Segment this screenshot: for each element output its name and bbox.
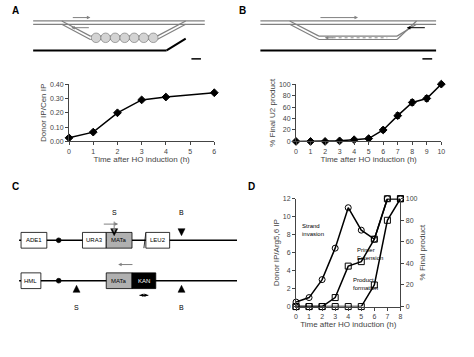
svg-text:8: 8 bbox=[287, 231, 291, 238]
svg-text:2: 2 bbox=[115, 148, 119, 155]
svg-text:1: 1 bbox=[91, 148, 95, 155]
svg-text:8: 8 bbox=[398, 313, 402, 320]
svg-text:10: 10 bbox=[437, 148, 445, 155]
svg-text:7: 7 bbox=[396, 148, 400, 155]
svg-text:100: 100 bbox=[406, 195, 418, 202]
svg-text:5: 5 bbox=[359, 313, 363, 320]
svg-text:4: 4 bbox=[346, 313, 350, 320]
svg-text:ADE1: ADE1 bbox=[26, 237, 42, 243]
svg-text:80: 80 bbox=[406, 217, 414, 224]
svg-text:0.20: 0.20 bbox=[50, 109, 64, 116]
svg-text:6: 6 bbox=[372, 313, 376, 320]
svg-text:4: 4 bbox=[164, 148, 168, 155]
svg-text:12: 12 bbox=[283, 195, 291, 202]
svg-text:MATa: MATa bbox=[111, 278, 127, 284]
svg-text:C: C bbox=[12, 181, 19, 192]
svg-text:20: 20 bbox=[406, 281, 414, 288]
svg-text:B: B bbox=[239, 5, 246, 16]
svg-text:LEU2: LEU2 bbox=[150, 237, 166, 243]
svg-text:D: D bbox=[248, 181, 255, 192]
svg-text:4: 4 bbox=[287, 267, 291, 274]
svg-text:40: 40 bbox=[406, 260, 414, 267]
svg-text:1: 1 bbox=[309, 148, 313, 155]
svg-text:10: 10 bbox=[283, 213, 291, 220]
svg-text:7: 7 bbox=[385, 313, 389, 320]
svg-text:4: 4 bbox=[352, 148, 356, 155]
svg-text:MATa: MATa bbox=[111, 237, 127, 243]
svg-text:S: S bbox=[112, 209, 117, 216]
svg-text:100: 100 bbox=[279, 81, 291, 88]
svg-text:6: 6 bbox=[212, 148, 216, 155]
svg-text:0.30: 0.30 bbox=[50, 95, 64, 102]
svg-text:Time after HO induction (h): Time after HO induction (h) bbox=[94, 155, 191, 164]
svg-text:0: 0 bbox=[406, 303, 410, 310]
svg-text:0: 0 bbox=[287, 303, 291, 310]
svg-text:B: B bbox=[179, 304, 184, 311]
svg-text:0: 0 bbox=[287, 138, 291, 145]
svg-text:A: A bbox=[12, 5, 19, 16]
svg-text:PrimerExtension: PrimerExtension bbox=[357, 247, 383, 261]
svg-text:B: B bbox=[179, 209, 184, 216]
svg-text:0: 0 bbox=[294, 148, 298, 155]
svg-text:0.40: 0.40 bbox=[50, 81, 64, 88]
svg-text:S: S bbox=[74, 304, 79, 311]
svg-text:9: 9 bbox=[425, 148, 429, 155]
svg-text:0: 0 bbox=[67, 148, 71, 155]
svg-text:8: 8 bbox=[410, 148, 414, 155]
svg-text:% Final U2 product: % Final U2 product bbox=[268, 78, 277, 147]
svg-text:Time after HO induction (h): Time after HO induction (h) bbox=[300, 320, 397, 329]
svg-text:% Final product: % Final product bbox=[418, 224, 427, 280]
svg-text:60: 60 bbox=[406, 238, 414, 245]
svg-text:40: 40 bbox=[283, 115, 291, 122]
svg-text:20: 20 bbox=[283, 126, 291, 133]
svg-text:60: 60 bbox=[283, 104, 291, 111]
svg-text:2: 2 bbox=[287, 285, 291, 292]
svg-text:Time after HO induction (h): Time after HO induction (h) bbox=[321, 155, 418, 164]
svg-text:Productformation: Productformation bbox=[353, 277, 378, 291]
svg-text:5: 5 bbox=[367, 148, 371, 155]
svg-text:6: 6 bbox=[287, 249, 291, 256]
svg-text:3: 3 bbox=[338, 148, 342, 155]
svg-text:Donor IP/Cen IP: Donor IP/Cen IP bbox=[39, 84, 48, 142]
svg-text:6: 6 bbox=[381, 148, 385, 155]
svg-text:HML: HML bbox=[24, 278, 37, 284]
svg-text:Donor IP/Arg5,6 IP: Donor IP/Arg5,6 IP bbox=[272, 219, 281, 286]
svg-text:0.00: 0.00 bbox=[50, 138, 64, 145]
svg-text:2: 2 bbox=[320, 313, 324, 320]
svg-text:0.10: 0.10 bbox=[50, 124, 64, 131]
svg-text:1: 1 bbox=[307, 313, 311, 320]
svg-text:3: 3 bbox=[140, 148, 144, 155]
svg-text:80: 80 bbox=[283, 92, 291, 99]
svg-text:KAN: KAN bbox=[138, 278, 150, 284]
svg-text:2: 2 bbox=[323, 148, 327, 155]
svg-text:3: 3 bbox=[333, 313, 337, 320]
svg-text:URA3: URA3 bbox=[86, 237, 103, 243]
svg-text:5: 5 bbox=[188, 148, 192, 155]
svg-text:Strandinvasion: Strandinvasion bbox=[302, 223, 324, 237]
svg-text:0: 0 bbox=[294, 313, 298, 320]
